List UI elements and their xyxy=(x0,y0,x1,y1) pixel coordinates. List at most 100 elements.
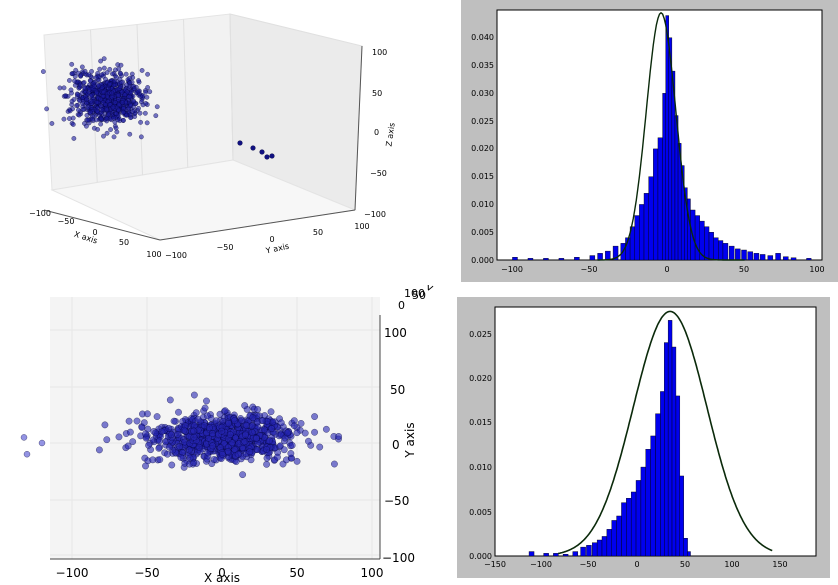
scatter-point xyxy=(111,134,117,140)
scatter-point xyxy=(267,408,275,416)
histogram-top-chart: 0.000 0.005 0.010 0.015 0.020 0.025 0.03… xyxy=(461,0,838,282)
histogram-bar xyxy=(572,551,579,557)
scatter-point xyxy=(323,425,330,433)
histogram-bar xyxy=(645,449,651,557)
z-tick: 100 xyxy=(372,48,387,57)
scatter-point xyxy=(72,78,77,84)
scatter-point xyxy=(103,436,111,444)
histogram-bar xyxy=(660,391,665,557)
histogram-bar xyxy=(704,226,710,261)
scatter-point xyxy=(61,116,67,122)
scatter3d-top-chart: −100 −50 0 50 100 X axis −100 −50 0 50 1… xyxy=(29,13,397,260)
scatter-point xyxy=(166,443,173,451)
scatter-point xyxy=(144,94,150,100)
scatter-point xyxy=(274,453,281,461)
scatter-point xyxy=(156,456,164,463)
histogram-bar xyxy=(783,256,789,261)
scatter-point xyxy=(129,438,137,445)
scatter-point xyxy=(93,75,99,81)
histogram-bar xyxy=(713,237,719,261)
scatter-point xyxy=(78,82,83,88)
scatter-point xyxy=(166,396,174,404)
histogram-bar xyxy=(601,536,608,557)
x-tick: −100 xyxy=(501,265,523,274)
histogram-bar xyxy=(616,515,622,557)
scatter-point xyxy=(185,446,193,454)
scatter-point xyxy=(209,442,216,450)
histogram-bar xyxy=(597,253,603,261)
x-tick: 50 xyxy=(119,238,129,247)
histogram-bar xyxy=(675,395,681,557)
scatter-point xyxy=(213,417,220,425)
scatter-point xyxy=(76,107,81,113)
scatter-point xyxy=(155,444,163,452)
scatter-point xyxy=(186,454,194,462)
histogram-bar xyxy=(611,520,617,557)
scatter-point xyxy=(266,437,273,445)
x-tick: 150 xyxy=(772,560,787,569)
scatter-point xyxy=(147,89,153,95)
scatter-point xyxy=(190,433,198,441)
scatter-point xyxy=(145,441,152,449)
scatter3d-top-points xyxy=(41,56,275,160)
histogram-bar xyxy=(687,198,691,261)
y-tick: −50 xyxy=(217,243,234,252)
scatter-point xyxy=(221,407,229,415)
x-tick: −50 xyxy=(134,566,159,580)
scatter-point xyxy=(277,442,284,450)
scatter-point xyxy=(192,409,200,417)
scatter-point xyxy=(127,428,134,436)
scatter-point xyxy=(67,78,72,83)
y-tick: 0.025 xyxy=(469,330,492,339)
scatter-point xyxy=(176,443,183,450)
scatter-point xyxy=(78,73,84,79)
scatter3d-top-z-ticks: 100 50 0 −50 −100 xyxy=(364,48,387,219)
scatter-point xyxy=(263,460,270,468)
y-tick: 100 xyxy=(384,326,407,340)
histogram-bar xyxy=(790,257,797,261)
histogram-bar xyxy=(553,553,559,557)
x-tick: 50 xyxy=(680,560,690,569)
scatter-point xyxy=(87,109,93,115)
y-tick: 0.005 xyxy=(471,228,494,237)
y-tick: −100 xyxy=(165,251,187,260)
scatter3d-top-zlabel: Z axis xyxy=(384,122,396,147)
histogram-bar xyxy=(775,253,781,261)
histogram-bar xyxy=(640,466,646,557)
scatter-point xyxy=(94,108,100,114)
scatter-point xyxy=(133,417,141,425)
scatter-point xyxy=(231,446,239,453)
scatter-point xyxy=(180,426,188,434)
x-tick: −50 xyxy=(581,265,598,274)
scatter-point xyxy=(109,94,115,100)
histogram-bar xyxy=(605,250,611,261)
y-tick: −50 xyxy=(384,494,409,508)
scatter-point xyxy=(89,69,94,74)
histogram-bar xyxy=(634,215,640,261)
z-tick: 0 xyxy=(374,128,379,137)
histogram-bottom-fit-curve xyxy=(558,310,773,555)
scatter-point xyxy=(115,433,123,441)
scatter-point xyxy=(206,424,213,432)
scatter3d-bottom-zlabel: Z axis xyxy=(422,285,455,293)
scatter-point xyxy=(238,417,246,424)
scatter-point xyxy=(293,429,301,437)
scatter3d-bottom-points xyxy=(20,391,342,479)
x-tick: −50 xyxy=(58,217,75,226)
scatter-point xyxy=(136,106,141,111)
scatter-point xyxy=(234,450,242,458)
x-tick: 100 xyxy=(146,250,161,259)
scatter-point-outlier xyxy=(259,149,265,155)
histogram-bar xyxy=(562,554,569,557)
scatter-point xyxy=(91,83,97,89)
x-tick: 50 xyxy=(739,265,749,274)
x-tick: 100 xyxy=(361,566,384,580)
histogram-bar xyxy=(589,255,596,261)
histogram-top-y-ticks: 0.000 0.005 0.010 0.015 0.020 0.025 0.03… xyxy=(471,33,494,265)
scatter-point xyxy=(283,429,291,437)
scatter-point xyxy=(288,442,296,449)
y-tick: 0.025 xyxy=(471,117,494,126)
histogram-bar xyxy=(586,545,592,557)
scatter-point xyxy=(138,119,143,125)
scatter-point xyxy=(127,131,133,137)
